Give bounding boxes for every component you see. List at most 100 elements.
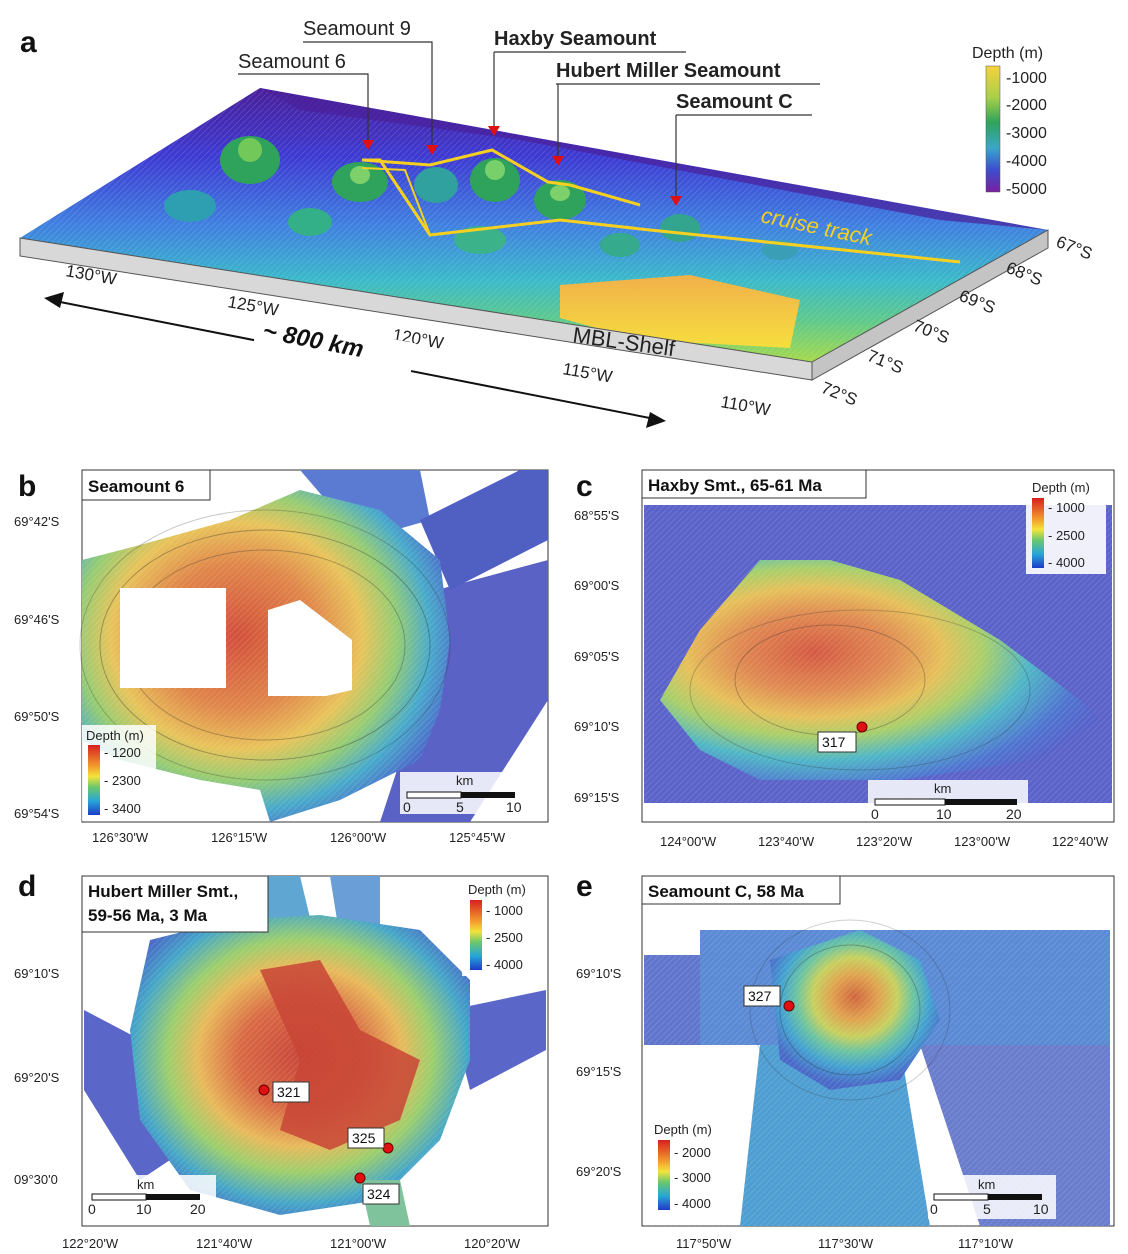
lon-tick: 125°45'W <box>449 830 506 845</box>
scale-tick: 5 <box>983 1201 991 1217</box>
panel-e: e Seamount C, 58 Ma 327 Depth (m) - 2000… <box>576 870 1115 1251</box>
lat-tick: 71°S <box>865 346 906 377</box>
legend-tick: - 2000 <box>674 1145 711 1160</box>
lon-tick: 126°15'W <box>211 830 268 845</box>
data-gap <box>268 600 352 696</box>
panel-c: c Haxby Smt., 65-61 Ma 317 Depth (m) - 1… <box>574 469 1115 849</box>
lon-tick: 110°W <box>719 392 771 419</box>
label-seamount-9: Seamount 9 <box>303 18 411 40</box>
lon-tick: 117°50'W <box>676 1236 732 1251</box>
sample-marker-317 <box>856 721 868 733</box>
legend-colorbar <box>470 900 482 970</box>
lat-tick: 09°30'0 <box>14 1172 58 1187</box>
map-title-e: Seamount C, 58 Ma <box>648 882 804 901</box>
legend-title: Depth (m) <box>654 1122 712 1137</box>
sample-marker-327 <box>783 1000 795 1012</box>
scale-unit: km <box>137 1177 154 1192</box>
legend-colorbar <box>658 1140 670 1210</box>
panel-letter-a: a <box>20 26 37 59</box>
depth-legend-a: Depth (m) -1000 -2000 -3000 -4000 -5000 <box>972 45 1047 198</box>
panel-letter-b: b <box>18 470 36 503</box>
scale-tick: 10 <box>506 799 522 815</box>
legend-tick: -5000 <box>1006 181 1047 198</box>
map-title-b: Seamount 6 <box>88 477 184 496</box>
lon-tick: 117°30'W <box>818 1236 874 1251</box>
legend-colorbar <box>88 745 100 815</box>
lon-axis-b: 126°30'W 126°15'W 126°00'W 125°45'W <box>92 830 506 845</box>
marker-seamount-6 <box>362 140 374 150</box>
lat-tick: 69°10'S <box>576 966 622 981</box>
lon-tick: 121°00'W <box>330 1236 387 1251</box>
lat-tick: 69°10'S <box>574 719 620 734</box>
distance-arrow: ~ 800 km <box>44 292 666 428</box>
legend-colorbar <box>1032 498 1044 568</box>
scale-tick: 10 <box>1033 1201 1049 1217</box>
perspective-bathymetry: cruise track <box>19 88 1049 381</box>
lon-tick: 120°20'W <box>464 1236 521 1251</box>
bathymetry-b <box>79 470 548 822</box>
legend-tick: - 2500 <box>486 930 523 945</box>
panel-a: a <box>19 18 1095 428</box>
lat-axis-b: 69°42'S 69°46'S 69°50'S 69°54'S <box>14 514 60 821</box>
scale-bar-d: km 0 10 20 <box>86 1175 216 1219</box>
lon-tick: 115°W <box>561 359 613 386</box>
legend-tick: -1000 <box>1006 70 1047 87</box>
seamount-callouts: Seamount 6 Seamount 9 Haxby Seamount Hub… <box>238 18 820 206</box>
legend-tick: -2000 <box>1006 97 1047 114</box>
scale-tick: 0 <box>930 1201 938 1217</box>
legend-tick: -3000 <box>1006 125 1047 142</box>
sample-marker-321 <box>258 1084 270 1096</box>
panel-letter-c: c <box>576 470 593 503</box>
depth-legend-e: Depth (m) - 2000 - 3000 - 4000 <box>650 1120 730 1216</box>
lat-tick: 69°15'S <box>574 790 620 805</box>
block-side-face <box>811 229 1049 381</box>
scale-tick: 0 <box>871 806 879 822</box>
marker-haxby-seamount <box>488 126 500 136</box>
label-seamount-6: Seamount 6 <box>238 51 346 73</box>
scale-tick: 10 <box>136 1201 152 1217</box>
lon-tick: 123°40'W <box>758 834 815 849</box>
data-gap <box>120 588 226 688</box>
legend-title: Depth (m) <box>1032 480 1090 495</box>
scale-tick: 5 <box>456 799 464 815</box>
lat-tick: 69°20'S <box>14 1070 60 1085</box>
lat-tick: 69°05'S <box>574 649 620 664</box>
lat-tick: 69°20'S <box>576 1164 622 1179</box>
bathymetry-e <box>644 919 1110 1226</box>
lat-tick: 69°46'S <box>14 612 60 627</box>
lat-tick: 69°54'S <box>14 806 60 821</box>
scale-tick: 20 <box>190 1201 206 1217</box>
lat-tick: 69°10'S <box>14 966 60 981</box>
lon-axis-e: 117°50'W 117°30'W 117°10'W <box>676 1236 1014 1251</box>
lon-tick: 122°40'W <box>1052 834 1109 849</box>
lat-axis-d: 69°10'S 69°20'S 09°30'0 <box>14 966 60 1187</box>
lat-tick: 67°S <box>1054 232 1095 263</box>
scale-tick: 20 <box>1006 806 1022 822</box>
panel-letter-d: d <box>18 870 36 903</box>
legend-tick: - 1000 <box>1048 500 1085 515</box>
lat-axis-e: 69°10'S 69°15'S 69°20'S <box>576 966 622 1179</box>
lat-axis-c: 68°55'S 69°00'S 69°05'S 69°10'S 69°15'S <box>574 508 620 805</box>
legend-tick: - 4000 <box>486 957 523 972</box>
lat-tick: 69°50'S <box>14 709 60 724</box>
lat-tick: 70°S <box>911 316 952 347</box>
map-title-c: Haxby Smt., 65-61 Ma <box>648 476 822 495</box>
depth-legend-d: Depth (m) - 1000 - 2500 - 4000 <box>462 880 544 976</box>
lat-tick: 68°S <box>1004 258 1045 289</box>
label-haxby-seamount: Haxby Seamount <box>494 28 657 50</box>
legend-tick: - 4000 <box>674 1196 711 1211</box>
panel-d: d Hubert Miller Smt., 59-56 Ma, 3 Ma 321 <box>14 870 549 1251</box>
marker-seamount-c <box>670 196 682 206</box>
label-seamount-c: Seamount C <box>676 91 793 113</box>
sample-label: 327 <box>748 988 772 1004</box>
sample-marker-324 <box>354 1172 366 1184</box>
legend-title: Depth (m) <box>86 728 144 743</box>
marker-hubert-miller-seamount <box>552 156 564 166</box>
mbl-shelf-area <box>560 275 800 348</box>
panel-b: b Seamount 6 Depth (m) - 1200 - <box>14 469 549 845</box>
lon-tick: 123°00'W <box>954 834 1011 849</box>
legend-tick: - 3000 <box>674 1170 711 1185</box>
legend-title: Depth (m) <box>468 882 526 897</box>
seamount-peaks <box>164 136 798 260</box>
legend-title: Depth (m) <box>972 45 1043 62</box>
